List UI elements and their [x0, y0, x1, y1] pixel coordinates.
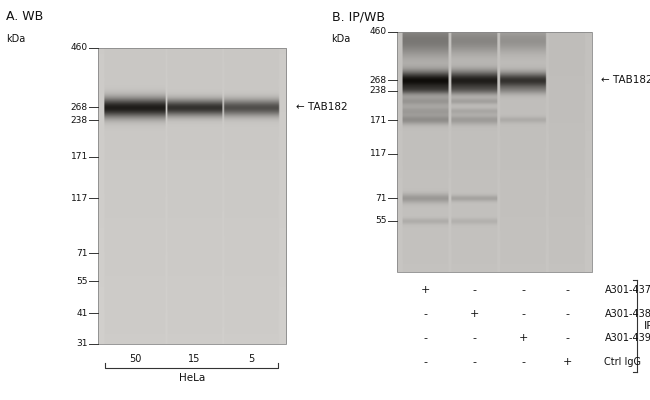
- Text: HeLa: HeLa: [179, 373, 205, 383]
- Text: 117: 117: [369, 149, 387, 158]
- Text: 268: 268: [370, 76, 387, 84]
- Text: -: -: [521, 285, 525, 295]
- Text: 238: 238: [71, 116, 88, 125]
- Text: -: -: [473, 285, 476, 295]
- Text: -: -: [424, 357, 428, 367]
- Text: 71: 71: [375, 194, 387, 203]
- Text: -: -: [565, 309, 569, 319]
- Text: ← TAB182: ← TAB182: [296, 102, 347, 112]
- Text: 460: 460: [71, 44, 88, 52]
- Text: ← TAB182: ← TAB182: [601, 75, 650, 85]
- Text: 268: 268: [71, 103, 88, 112]
- Text: A301-437A: A301-437A: [604, 285, 650, 295]
- Text: 50: 50: [129, 354, 142, 364]
- Text: +: +: [470, 309, 479, 319]
- Text: -: -: [424, 333, 428, 343]
- Text: +: +: [519, 333, 528, 343]
- Text: 460: 460: [370, 28, 387, 36]
- Text: -: -: [521, 357, 525, 367]
- Text: 238: 238: [370, 86, 387, 95]
- Text: -: -: [521, 309, 525, 319]
- Text: B. IP/WB: B. IP/WB: [332, 10, 385, 23]
- Text: kDa: kDa: [6, 34, 26, 44]
- Text: 41: 41: [77, 309, 88, 318]
- Text: 5: 5: [248, 354, 254, 364]
- Bar: [396, 32, 592, 272]
- Text: +: +: [562, 357, 572, 367]
- Text: Ctrl IgG: Ctrl IgG: [604, 357, 642, 367]
- Text: 71: 71: [76, 248, 88, 258]
- Text: A. WB: A. WB: [6, 10, 44, 23]
- Text: A301-438A: A301-438A: [604, 309, 650, 319]
- Text: -: -: [473, 357, 476, 367]
- Text: -: -: [424, 309, 428, 319]
- Text: kDa: kDa: [332, 34, 351, 44]
- Text: 117: 117: [70, 194, 88, 203]
- Text: 55: 55: [76, 276, 88, 286]
- Text: 15: 15: [188, 354, 201, 364]
- Text: -: -: [565, 333, 569, 343]
- Text: IP: IP: [644, 321, 650, 331]
- Text: A301-439A: A301-439A: [604, 333, 650, 343]
- Text: 55: 55: [375, 216, 387, 226]
- Text: 31: 31: [76, 340, 88, 348]
- Text: 171: 171: [369, 116, 387, 124]
- Text: 171: 171: [70, 152, 88, 161]
- Text: -: -: [473, 333, 476, 343]
- Text: -: -: [565, 285, 569, 295]
- Bar: [98, 48, 286, 344]
- Text: +: +: [421, 285, 430, 295]
